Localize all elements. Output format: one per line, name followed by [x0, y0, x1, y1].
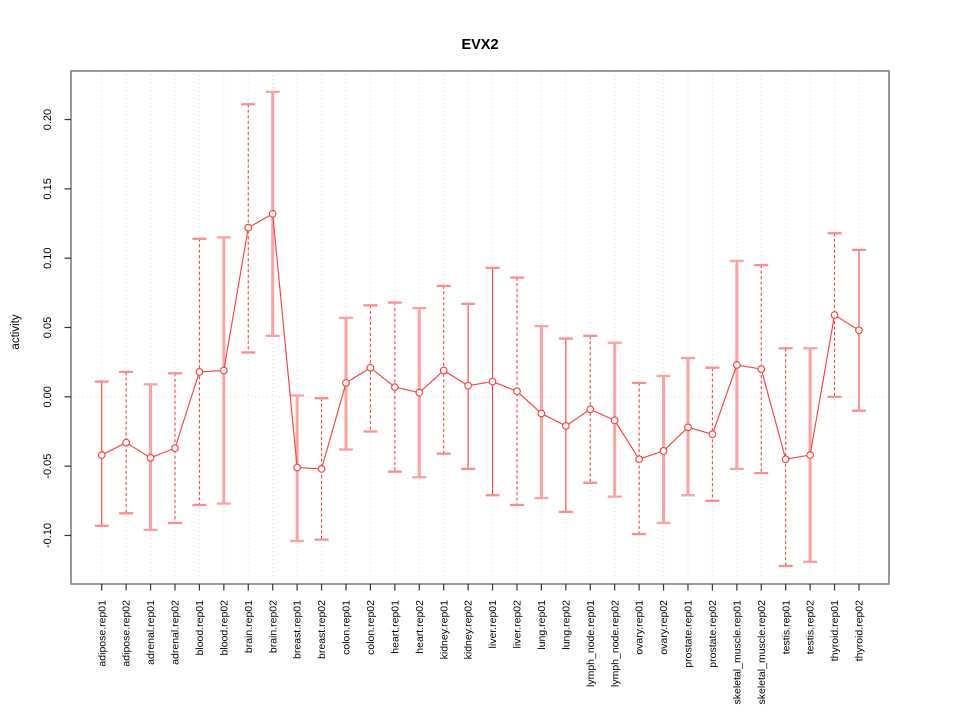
x-tick-label: brain.rep02 [267, 600, 279, 653]
x-tick-label: kidney.rep02 [463, 600, 475, 660]
data-point [830, 311, 839, 319]
data-point [659, 447, 668, 455]
x-tick-label: liver.rep01 [487, 600, 499, 649]
data-point [171, 444, 179, 452]
x-tick-label: skeletal_muscle.rep01 [731, 600, 743, 705]
x-tick-label: prostate.rep01 [683, 600, 695, 668]
y-tick-label: 0.00 [42, 386, 54, 407]
data-point [684, 423, 692, 432]
plot-border [70, 70, 890, 585]
data-point [513, 387, 521, 396]
data-point [610, 416, 619, 425]
frame-layer: adipose.rep01 adipose.rep02 adrenal.rep01 a… [42, 70, 890, 705]
x-tick-label: liver.rep02 [512, 600, 524, 649]
x-tick-label: prostate.rep02 [707, 600, 719, 668]
data-point [537, 409, 546, 418]
x-tick-label: testis.rep02 [805, 600, 817, 654]
data-point [439, 366, 448, 375]
x-tick-label: breast.rep01 [292, 600, 304, 659]
data-point [268, 209, 277, 218]
data-point [635, 455, 643, 464]
x-tick-label: lung.rep01 [536, 600, 548, 650]
data-point [244, 223, 253, 232]
x-tick-label: skeletal_muscle.rep02 [756, 600, 768, 705]
data-point [586, 405, 595, 414]
activity-line [101, 212, 860, 470]
x-tick-label: heart.rep01 [389, 600, 401, 654]
data-point [366, 363, 375, 372]
data-point [146, 453, 155, 462]
data-point [732, 361, 741, 369]
grid-layer [71, 71, 889, 584]
y-tick-label: 0.15 [42, 178, 54, 199]
data-point [122, 438, 131, 447]
data-point [195, 367, 204, 376]
data-point [390, 383, 399, 391]
x-tick-label: colon.rep02 [365, 600, 377, 655]
data-point [464, 381, 472, 390]
x-tick-label: adrenal.rep02 [170, 600, 182, 665]
data-point [708, 430, 717, 439]
x-tick-label: blood.rep02 [218, 600, 230, 656]
x-tick-label: adipose.rep02 [121, 600, 133, 667]
x-tick-label: adrenal.rep01 [145, 600, 157, 665]
x-tick-label: kidney.rep01 [438, 600, 450, 660]
x-tick-label: adipose.rep01 [96, 600, 108, 667]
y-tick-label: 0.20 [42, 109, 54, 130]
x-tick-label: colon.rep01 [341, 600, 353, 655]
data-point [415, 388, 424, 397]
x-tick-label: testis.rep01 [780, 600, 792, 654]
x-tick-label: thyroid.rep02 [854, 600, 866, 661]
x-tick-label: ovary.rep01 [634, 600, 646, 655]
y-tick-label: -0.05 [42, 454, 54, 479]
x-tick-label: breast.rep02 [316, 600, 328, 659]
x-tick-label: thyroid.rep01 [829, 600, 841, 661]
y-tick-label: -0.10 [42, 523, 54, 548]
x-tick-label: ovary.rep02 [658, 600, 670, 655]
y-tick-label: 0.05 [42, 317, 54, 338]
y-tick-label: 0.10 [42, 247, 54, 268]
data-point [488, 377, 497, 386]
y-axis-label: activity [10, 314, 22, 349]
x-tick-label: blood.rep01 [194, 600, 206, 656]
x-tick-label: heart.rep02 [414, 600, 426, 654]
data-point [757, 365, 766, 373]
data-point [781, 455, 790, 464]
data-point [342, 379, 350, 387]
x-tick-label: brain.rep01 [243, 600, 255, 653]
data-point [219, 366, 228, 375]
data-point [855, 326, 863, 335]
x-tick-label: lymph_node.rep01 [585, 600, 597, 687]
series-layer [94, 90, 866, 568]
x-tick-label: lymph_node.rep02 [609, 600, 621, 687]
data-point [561, 422, 570, 430]
data-point [293, 463, 301, 472]
x-tick-label: lung.rep02 [560, 600, 572, 650]
data-point [806, 451, 814, 459]
data-point [317, 465, 326, 473]
data-point [97, 451, 106, 459]
chart-title: EVX2 [461, 37, 498, 53]
